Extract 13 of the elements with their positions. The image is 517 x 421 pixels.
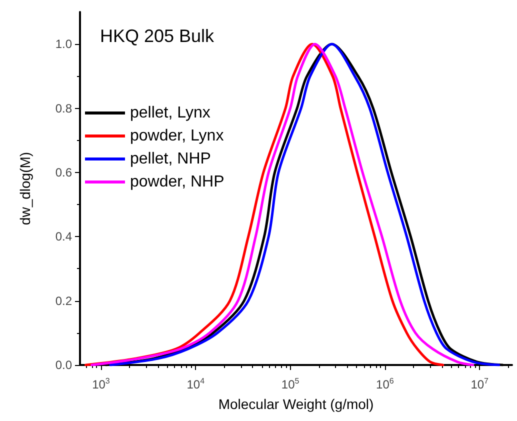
y-axis-title: dw_dlog(M) (17, 152, 33, 226)
y-tick-label: 0.8 (55, 101, 72, 116)
y-tick-label: 0.0 (55, 358, 72, 372)
legend-label: pellet, Lynx (130, 104, 210, 122)
legend-label: pellet, NHP (130, 150, 211, 168)
x-axis-title: Molecular Weight (g/mol) (218, 396, 374, 412)
legend-label: powder, NHP (130, 174, 224, 190)
y-tick-label: 0.4 (55, 230, 72, 244)
text: HKQ 205 Bulk (100, 26, 216, 46)
y-tick-label: 0.6 (55, 165, 72, 180)
y-tick-label: 0.2 (55, 294, 72, 308)
legend-label: powder, Lynx (130, 128, 224, 144)
y-tick-label: 1.0 (55, 37, 72, 52)
